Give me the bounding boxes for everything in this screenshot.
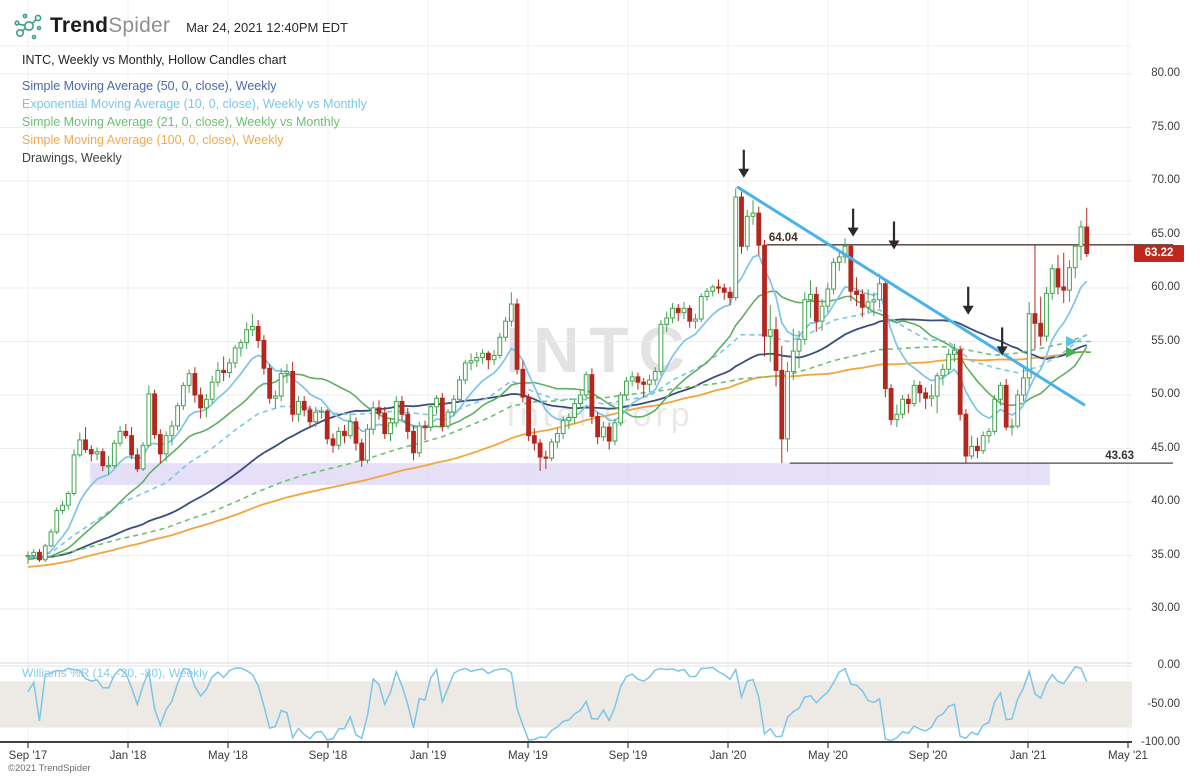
legend-item-2[interactable]: Exponential Moving Average (10, 0, close… — [22, 97, 367, 111]
sma-21-weekly-line — [27, 290, 1088, 560]
price-axis-label: 40.00 — [1151, 495, 1180, 507]
downtrend-line[interactable] — [736, 185, 1086, 407]
last-price-badge: 63.22 — [1134, 244, 1184, 262]
down-arrow-annotation-4[interactable] — [962, 286, 974, 315]
copyright: ©2021 TrendSpider — [8, 763, 91, 774]
header: TrendSpider Mar 24, 2021 12:40PM EDT — [12, 11, 348, 41]
brand-wordmark: TrendSpider — [50, 14, 170, 38]
sma-21-monthly-line — [27, 334, 1088, 561]
down-arrow-annotation-3[interactable] — [888, 221, 900, 250]
x-axis-label: Jan '21 — [1009, 750, 1047, 762]
x-axis-label: Sep '20 — [908, 750, 948, 762]
down-arrow-annotation-5[interactable] — [996, 327, 1008, 356]
price-axis-label: 60.00 — [1151, 281, 1180, 293]
projection-triangle-1 — [1066, 336, 1077, 347]
williams-axis-label: -100.00 — [1140, 736, 1180, 748]
brand-light: Spider — [108, 14, 171, 37]
williams-r-line — [27, 666, 1088, 742]
price-axis-label: 65.00 — [1151, 227, 1180, 240]
williams-r-label: Williams %R (14, -20, -80), Weekly — [22, 666, 208, 680]
x-axis-label: May '18 — [208, 750, 248, 762]
chart-timestamp: Mar 24, 2021 12:40PM EDT — [186, 20, 348, 35]
sma-50-weekly-line — [27, 318, 1087, 559]
resistance-price-label: 64.04 — [769, 232, 798, 244]
price-axis-label: 75.00 — [1151, 120, 1180, 133]
indicator-legend: Simple Moving Average (50, 0, close), We… — [22, 77, 367, 167]
x-axis-label: May '19 — [508, 750, 548, 762]
williams-axis-label: -50.00 — [1147, 697, 1180, 710]
price-axis-label: 55.00 — [1151, 334, 1180, 347]
legend-item-3[interactable]: Simple Moving Average (21, 0, close), We… — [22, 115, 340, 129]
price-axis-label: 80.00 — [1151, 67, 1180, 79]
price-axis-label: 50.00 — [1151, 388, 1180, 400]
legend-item-1[interactable]: Simple Moving Average (50, 0, close), We… — [22, 79, 277, 93]
williams-axis-label: 0.00 — [1157, 659, 1180, 671]
trendspider-logo-icon — [14, 13, 42, 40]
price-axis-label: 30.00 — [1151, 602, 1180, 614]
x-axis-label: Jan '19 — [409, 750, 447, 762]
x-axis-label: Jan '20 — [709, 750, 747, 762]
candles — [25, 188, 1090, 565]
x-axis-label: May '21 — [1108, 750, 1148, 762]
brand-bold: Trend — [50, 14, 109, 37]
ema-10-monthly-line — [27, 308, 1088, 559]
price-axis-label: 35.00 — [1151, 548, 1180, 561]
down-arrow-annotation-1[interactable] — [738, 149, 750, 178]
projection-triangle-2 — [1066, 346, 1077, 358]
x-axis-label: May '20 — [808, 750, 848, 762]
ema-10-weekly-line — [27, 253, 1088, 559]
x-axis-label: Sep '19 — [608, 750, 648, 762]
x-axis-label: Sep '17 — [8, 750, 48, 762]
legend-item-4[interactable]: Simple Moving Average (100, 0, close), W… — [22, 133, 284, 147]
down-arrow-annotation-2[interactable] — [847, 208, 859, 237]
price-axis-label: 45.00 — [1151, 441, 1180, 454]
support-price-label: 43.63 — [1105, 450, 1134, 462]
x-axis-label: Jan '18 — [109, 750, 147, 762]
x-axis-label: Sep '18 — [308, 750, 348, 762]
legend-item-5[interactable]: Drawings, Weekly — [22, 151, 122, 165]
chart-title: INTC, Weekly vs Monthly, Hollow Candles … — [22, 53, 287, 67]
price-axis-label: 70.00 — [1151, 174, 1180, 186]
sma-100-weekly-line — [27, 350, 1087, 568]
